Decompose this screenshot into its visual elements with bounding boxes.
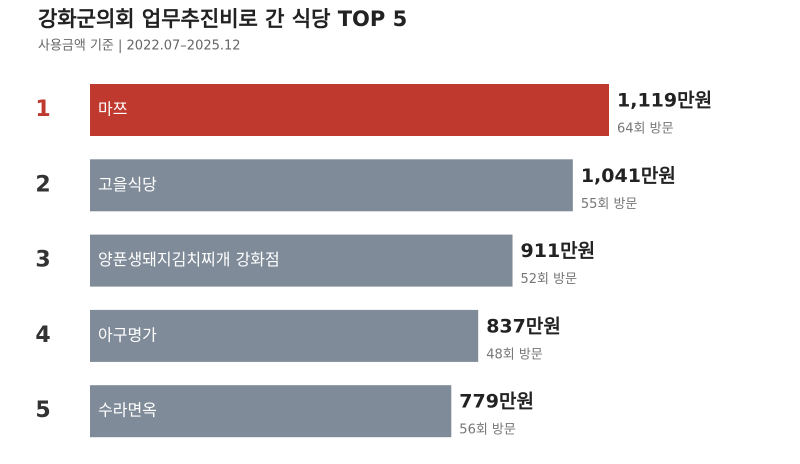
rank-label: 4 — [35, 323, 50, 348]
category-label: 마쯔 — [98, 100, 127, 119]
category-label: 수라면옥 — [98, 401, 157, 420]
value-label: 1,041만원 — [581, 165, 676, 187]
rank-label: 2 — [35, 172, 50, 197]
bar — [90, 385, 452, 438]
value-label: 1,119만원 — [617, 90, 712, 112]
bar — [90, 309, 479, 362]
category-label: 양푼생돼지김치찌개 강화점 — [98, 250, 280, 269]
visit-label: 48회 방문 — [486, 347, 543, 362]
bar — [90, 234, 513, 287]
visit-label: 64회 방문 — [617, 122, 674, 137]
rank-label: 3 — [35, 248, 50, 273]
value-label: 911만원 — [521, 240, 596, 262]
visit-label: 52회 방문 — [521, 272, 578, 287]
value-label: 837만원 — [486, 315, 561, 337]
chart-title: 강화군의회 업무추진비로 간 식당 TOP 5 — [38, 7, 407, 31]
category-label: 아구명가 — [98, 325, 157, 344]
rank-label: 5 — [35, 398, 50, 423]
rank-label: 1 — [35, 97, 50, 122]
bar — [90, 84, 609, 136]
chart-subtitle: 사용금액 기준 | 2022.07–2025.12 — [38, 39, 241, 54]
bar — [90, 159, 573, 212]
value-label: 779만원 — [459, 391, 534, 413]
category-label: 고을식당 — [98, 175, 157, 194]
visit-label: 56회 방문 — [459, 423, 516, 438]
visit-label: 55회 방문 — [581, 197, 638, 212]
